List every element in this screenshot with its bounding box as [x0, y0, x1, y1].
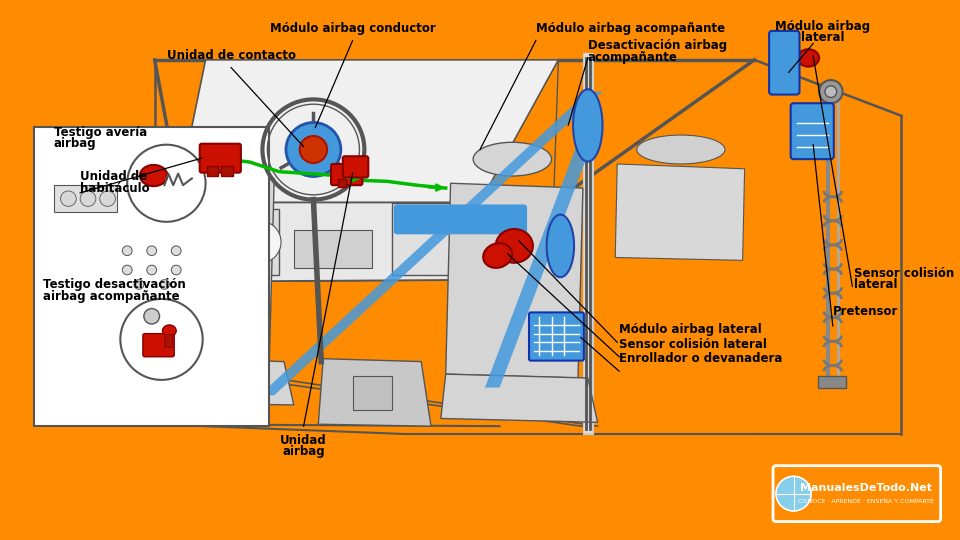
Circle shape — [120, 299, 203, 380]
FancyBboxPatch shape — [352, 376, 392, 410]
Text: Enrollador o devanadera: Enrollador o devanadera — [619, 353, 782, 366]
Circle shape — [134, 280, 144, 289]
Text: Sensor colisión lateral: Sensor colisión lateral — [619, 338, 767, 351]
Text: CONOCE · APRENDE · ENSEÑA Y COMPARTE: CONOCE · APRENDE · ENSEÑA Y COMPARTE — [798, 499, 934, 504]
FancyBboxPatch shape — [529, 313, 584, 361]
FancyBboxPatch shape — [331, 164, 363, 185]
Ellipse shape — [546, 214, 574, 277]
Text: Módulo airbag conductor: Módulo airbag conductor — [270, 22, 436, 35]
Circle shape — [250, 232, 270, 252]
Polygon shape — [485, 116, 603, 388]
Polygon shape — [319, 359, 431, 426]
FancyBboxPatch shape — [143, 334, 174, 357]
Circle shape — [144, 308, 159, 324]
Ellipse shape — [573, 89, 603, 161]
Text: habitáculo: habitáculo — [80, 182, 150, 195]
Circle shape — [776, 476, 811, 511]
Text: Sensor colisión: Sensor colisión — [854, 267, 954, 280]
Ellipse shape — [636, 135, 725, 164]
Circle shape — [122, 265, 132, 275]
Text: Testigo desactivación: Testigo desactivación — [43, 278, 185, 291]
FancyBboxPatch shape — [206, 166, 218, 176]
Text: Unidad de: Unidad de — [80, 170, 148, 183]
Text: Módulo airbag: Módulo airbag — [776, 20, 871, 33]
FancyBboxPatch shape — [200, 144, 241, 173]
FancyBboxPatch shape — [769, 31, 800, 94]
Polygon shape — [155, 202, 554, 281]
FancyBboxPatch shape — [294, 230, 372, 268]
Circle shape — [825, 86, 837, 97]
Ellipse shape — [483, 243, 512, 268]
Text: airbag acompañante: airbag acompañante — [43, 290, 180, 303]
Polygon shape — [441, 374, 597, 422]
Ellipse shape — [495, 229, 533, 263]
Text: ManualesDeTodo.Net: ManualesDeTodo.Net — [800, 483, 932, 493]
Text: Módulo airbag acompañante: Módulo airbag acompañante — [536, 22, 725, 35]
FancyBboxPatch shape — [35, 127, 270, 426]
Text: Unidad: Unidad — [280, 434, 327, 447]
Circle shape — [159, 280, 169, 289]
Polygon shape — [615, 164, 745, 260]
FancyBboxPatch shape — [773, 465, 941, 522]
Text: Módulo airbag lateral: Módulo airbag lateral — [619, 322, 762, 335]
Polygon shape — [171, 359, 294, 405]
Ellipse shape — [798, 49, 819, 66]
Circle shape — [60, 191, 76, 206]
Ellipse shape — [162, 325, 177, 336]
Text: airbag: airbag — [282, 446, 324, 458]
Circle shape — [171, 246, 181, 255]
FancyBboxPatch shape — [818, 376, 846, 388]
Text: Desactivación airbag: Desactivación airbag — [588, 39, 727, 52]
Circle shape — [194, 221, 237, 264]
Circle shape — [147, 265, 156, 275]
FancyBboxPatch shape — [54, 185, 117, 212]
Polygon shape — [177, 173, 275, 362]
FancyBboxPatch shape — [343, 156, 369, 178]
Polygon shape — [259, 92, 603, 395]
Text: airbag: airbag — [54, 138, 96, 151]
FancyBboxPatch shape — [791, 103, 834, 159]
Text: acompañante: acompañante — [588, 51, 678, 64]
Text: lateral: lateral — [854, 278, 898, 291]
Circle shape — [122, 246, 132, 255]
Text: lateral: lateral — [802, 31, 845, 44]
FancyBboxPatch shape — [338, 179, 346, 187]
FancyBboxPatch shape — [221, 166, 233, 176]
Polygon shape — [177, 60, 559, 202]
Text: Testigo avería: Testigo avería — [54, 126, 147, 139]
Text: Unidad de contacto: Unidad de contacto — [167, 49, 296, 62]
Ellipse shape — [140, 165, 167, 186]
Circle shape — [205, 232, 226, 252]
FancyBboxPatch shape — [164, 334, 172, 347]
Circle shape — [238, 221, 281, 264]
FancyBboxPatch shape — [394, 205, 527, 234]
Circle shape — [80, 191, 96, 206]
Text: Pretensor: Pretensor — [832, 305, 899, 318]
Polygon shape — [445, 183, 583, 378]
Ellipse shape — [473, 142, 552, 176]
Circle shape — [171, 265, 181, 275]
FancyBboxPatch shape — [161, 210, 279, 275]
FancyBboxPatch shape — [392, 202, 529, 275]
Circle shape — [100, 191, 115, 206]
Circle shape — [147, 246, 156, 255]
Circle shape — [300, 136, 327, 163]
Circle shape — [127, 145, 205, 222]
Circle shape — [819, 80, 843, 103]
Circle shape — [286, 123, 341, 177]
